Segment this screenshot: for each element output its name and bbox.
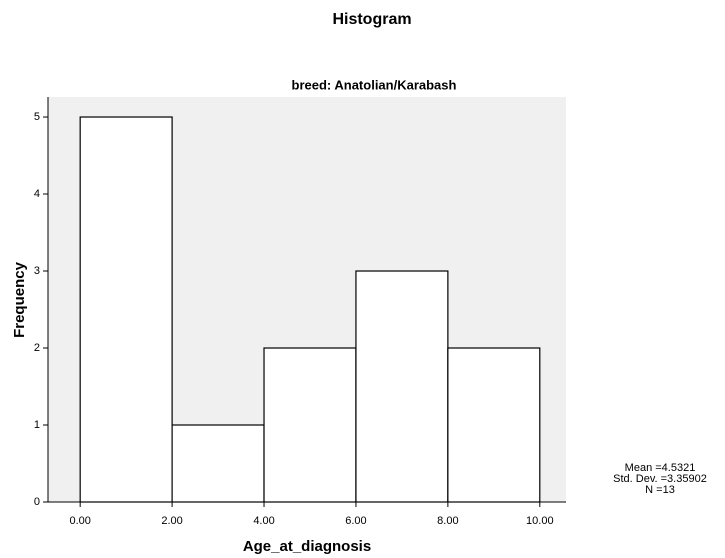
y-tick-label: 4: [34, 188, 40, 200]
bar: [447, 347, 541, 503]
bar: [263, 347, 357, 503]
x-tick-label: 8.00: [437, 515, 458, 527]
bar: [355, 270, 449, 503]
x-tick-label: 2.00: [161, 515, 182, 527]
x-tick-label: 6.00: [345, 515, 366, 527]
stats-text: Mean =4.5321: [625, 462, 696, 474]
stats-text: Std. Dev. =3.35902: [613, 473, 707, 485]
y-tick-label: 1: [34, 419, 40, 431]
x-tick-label: 10.00: [526, 515, 554, 527]
y-tick-label: 5: [34, 111, 40, 123]
chart-subtitle: breed: Anatolian/Karabash: [292, 77, 457, 92]
y-axis-label: Frequency: [11, 261, 28, 338]
x-tick-label: 4.00: [253, 515, 274, 527]
y-tick-label: 2: [34, 342, 40, 354]
chart-title: Histogram: [332, 11, 411, 28]
y-tick-label: 3: [34, 265, 40, 277]
bar: [79, 116, 173, 503]
stats-text: N =13: [645, 484, 675, 496]
y-tick-label: 0: [34, 496, 40, 508]
bar: [171, 424, 265, 503]
x-tick-label: 0.00: [69, 515, 90, 527]
x-axis-label: Age_at_diagnosis: [243, 538, 371, 555]
